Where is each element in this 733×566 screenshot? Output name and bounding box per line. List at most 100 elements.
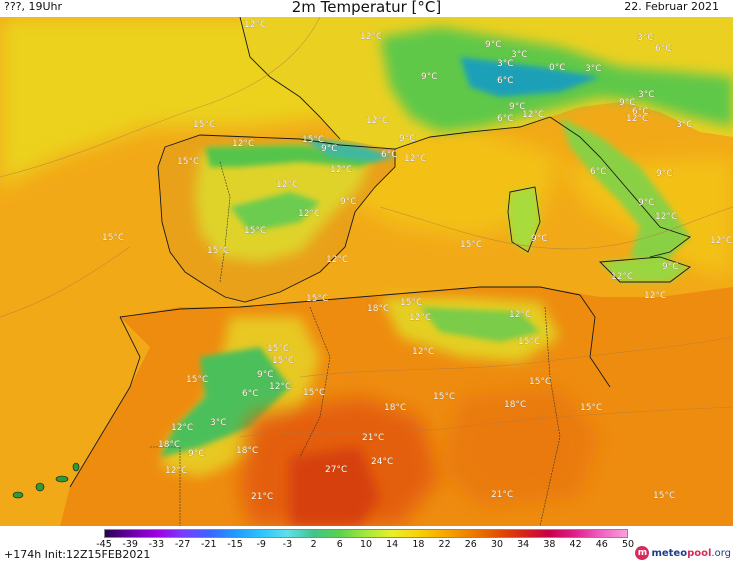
temperature-label: 3°C — [497, 59, 514, 69]
italy-peninsula — [560, 117, 690, 267]
scale-tick-label: 18 — [412, 539, 425, 550]
temperature-label: 12°C — [644, 291, 666, 301]
temperature-label: 9°C — [662, 262, 679, 272]
temperature-label: 6°C — [632, 107, 649, 117]
temperature-label: 9°C — [188, 449, 205, 459]
brand-part-org: .org — [711, 547, 731, 559]
temperature-label: 6°C — [655, 44, 672, 54]
temperature-label: 0°C — [549, 63, 566, 73]
temperature-label: 15°C — [303, 388, 325, 398]
temperature-label: 12°C — [522, 110, 544, 120]
temperature-label: 3°C — [638, 90, 655, 100]
temperature-label: 12°C — [509, 310, 531, 320]
isotherms — [0, 17, 733, 438]
temperature-label: 12°C — [404, 154, 426, 164]
temperature-label: 15°C — [102, 233, 124, 243]
temperature-label: 6°C — [242, 389, 259, 399]
isotherm-5 — [239, 406, 733, 438]
portugal-border — [219, 161, 231, 283]
temperature-label: 15°C — [177, 157, 199, 167]
sahara-hottest — [290, 447, 380, 526]
isotherm-4 — [299, 336, 733, 378]
temperature-label: 15°C — [529, 377, 551, 387]
temperature-label: 18°C — [384, 403, 406, 413]
island-2 — [35, 482, 45, 492]
scale-tick-label: -3 — [282, 539, 293, 550]
temperature-labels: 12°C12°C9°C3°C6°C3°C0°C 3°C3°C6°C9°C3°C9°… — [102, 20, 733, 502]
temperature-label: 12°C — [165, 466, 187, 476]
temperature-label: 12°C — [171, 423, 193, 433]
scale-tick-label: -21 — [201, 539, 217, 550]
temperature-label: 15°C — [518, 337, 540, 347]
island-3 — [55, 475, 69, 483]
temperature-label: 12°C — [710, 236, 732, 246]
temperature-label: 9°C — [421, 72, 438, 82]
temperature-label: 12°C — [276, 180, 298, 190]
temperature-label: 6°C — [381, 150, 398, 160]
temperature-label: 12°C — [269, 382, 291, 392]
isotherm-3 — [379, 206, 733, 250]
temperature-label: 21°C — [491, 490, 513, 500]
brand-part-meteo: meteo — [651, 547, 688, 559]
scale-tick-label: 2 — [310, 539, 317, 550]
temperature-label: 9°C — [321, 144, 338, 154]
temperature-label: 12°C — [412, 347, 434, 357]
scale-tick-label: 22 — [438, 539, 451, 550]
temperature-label: 18°C — [158, 440, 180, 450]
scale-tick-label: 6 — [336, 539, 343, 550]
meteopool-logo[interactable]: m meteo pool .org — [635, 544, 731, 562]
temperature-label: 15°C — [580, 403, 602, 413]
temperature-label: 3°C — [637, 33, 654, 43]
temperature-label: 9°C — [509, 102, 526, 112]
sardinia-coastline — [507, 186, 541, 253]
temperature-label: 12°C — [626, 114, 648, 124]
temperature-label: 9°C — [485, 40, 502, 50]
temperature-label: 3°C — [676, 120, 693, 130]
temperature-label: 9°C — [619, 98, 636, 108]
temperature-label: 9°C — [656, 169, 673, 179]
scale-tick-label: 14 — [386, 539, 399, 550]
scale-tick-label: 10 — [359, 539, 373, 550]
temperature-map: 12°C 12°C 9°C 3°C 6°C 3°C 0°C 3°C 3°C 6°C 9°C 3°C 9°… — [0, 17, 733, 526]
biscay-coastline — [239, 17, 341, 140]
temperature-label: 6°C — [590, 167, 607, 177]
temperature-label: 15°C — [400, 298, 422, 308]
scale-tick-label: 46 — [595, 539, 608, 550]
temperature-label: 24°C — [371, 457, 393, 467]
island-1 — [12, 491, 24, 499]
temperature-label: 15°C — [207, 246, 229, 256]
scale-tick-label: -27 — [174, 539, 191, 550]
scale-tick-label: 50 — [621, 539, 635, 550]
italy-coastline — [549, 116, 691, 258]
scale-tick-label: 42 — [569, 539, 582, 550]
temperature-label: 6°C — [497, 114, 514, 124]
run-label: ???, 19Uhr — [4, 0, 63, 13]
island-4 — [72, 462, 80, 472]
africa-coastline — [119, 286, 581, 318]
scale-tick-label: 26 — [464, 539, 477, 550]
temperature-label: 3°C — [585, 64, 602, 74]
sicily-coastline — [598, 256, 691, 283]
header: ???, 19Uhr 2m Temperatur [°C] 22. Februa… — [0, 0, 733, 17]
iberia-coastline — [157, 134, 396, 303]
temperature-label: 9°C — [638, 198, 655, 208]
temperature-label: 15°C — [306, 294, 328, 304]
alps-cold-core — [460, 57, 600, 97]
temperature-label: 3°C — [210, 418, 227, 428]
map-svg: 12°C12°C9°C3°C6°C3°C0°C 3°C3°C6°C9°C3°C9°… — [0, 17, 733, 526]
scale-tick-label: -15 — [227, 539, 243, 550]
temperature-label: 9°C — [531, 234, 548, 244]
temperature-label: 9°C — [257, 370, 274, 380]
temperature-label: 27°C — [325, 465, 347, 475]
scale-tick-label: 34 — [517, 539, 530, 550]
scale-tick-label: 30 — [490, 539, 504, 550]
temperature-label: 15°C — [433, 392, 455, 402]
pyrenees-cold — [300, 137, 395, 162]
meteopool-icon: m — [635, 546, 650, 560]
atlas-cool — [160, 347, 290, 457]
temperature-label: 21°C — [362, 433, 384, 443]
scale-tick-label: -39 — [122, 539, 138, 550]
temperature-label: 12°C — [232, 139, 254, 149]
scale-tick-label: 38 — [543, 539, 556, 550]
